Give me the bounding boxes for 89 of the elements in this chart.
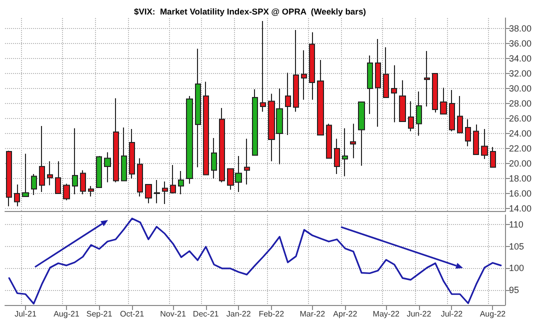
candlestick	[154, 180, 160, 204]
x-tick-label: Aug-21	[54, 310, 80, 318]
candlestick	[195, 48, 201, 168]
candlestick	[22, 153, 29, 197]
x-tick-label: May-22	[372, 310, 400, 318]
candlestick	[55, 160, 61, 194]
candlestick	[399, 80, 406, 122]
y-tick-label: 36.00	[509, 38, 532, 48]
candlestick	[170, 164, 176, 194]
candlestick	[260, 20, 266, 112]
y-tick-label: 14.00	[509, 204, 532, 214]
y-tick-label: 22.00	[509, 144, 532, 154]
candlestick	[342, 128, 348, 177]
y-tick-label: 38.00	[509, 24, 532, 34]
candlestick	[424, 50, 430, 107]
candlestick	[113, 98, 119, 183]
candlestick	[391, 64, 397, 123]
candlestick	[301, 50, 307, 100]
x-tick-label: Feb-22	[258, 310, 285, 318]
x-tick-label: Dec-21	[192, 310, 220, 318]
candlestick	[490, 146, 496, 168]
candlestick	[465, 118, 471, 147]
candlestick	[211, 138, 217, 179]
candlestick	[72, 128, 78, 195]
line-series	[8, 218, 502, 304]
candlestick	[104, 152, 111, 183]
candlestick	[293, 30, 299, 112]
candlestick	[219, 108, 225, 183]
candlestick	[137, 158, 143, 197]
candlestick	[47, 160, 53, 186]
candlestick	[383, 46, 389, 98]
y-tick-label: 26.00	[509, 114, 532, 124]
candlestick	[334, 138, 340, 174]
candlestick	[326, 123, 332, 159]
x-tick-label: Nov-21	[160, 310, 186, 318]
candlestick	[145, 184, 152, 204]
candlestick	[285, 72, 291, 136]
x-tick-label: Jan-22	[226, 310, 252, 318]
candlestick	[457, 96, 463, 134]
candlestick	[14, 184, 20, 207]
candlestick	[186, 96, 193, 184]
x-tick-label: Oct-21	[120, 310, 145, 318]
candlestick	[440, 87, 447, 114]
y-tick-label: 28.00	[509, 98, 532, 108]
y-tick-label: 95	[509, 284, 520, 295]
candlestick	[408, 100, 414, 132]
candlestick	[178, 170, 184, 195]
candlestick	[203, 81, 209, 176]
x-tick-label: Jul-22	[440, 310, 464, 318]
x-tick-label: Jul-21	[14, 310, 37, 318]
y-tick-label: 24.00	[509, 128, 532, 138]
candlestick	[80, 170, 86, 195]
candlestick	[481, 128, 488, 160]
y-tick-label: 110	[509, 220, 524, 230]
candlestick	[375, 38, 381, 128]
candlestick	[432, 73, 438, 113]
candlestick	[252, 88, 258, 156]
y-tick-label: 32.00	[509, 68, 532, 78]
candlestick	[129, 128, 135, 179]
candlestick	[162, 181, 168, 204]
candlestick	[96, 156, 102, 188]
y-tick-label: 18.00	[509, 174, 532, 184]
y-tick-label: 100	[509, 263, 524, 274]
candlestick	[449, 90, 455, 132]
x-tick-label: Jun-22	[406, 310, 432, 318]
candlestick	[88, 186, 94, 197]
candlestick	[6, 150, 12, 207]
candlestick	[121, 127, 127, 182]
candlestick	[309, 32, 315, 100]
y-tick-label: 30.00	[509, 84, 532, 94]
y-tick-label: 20.00	[509, 158, 532, 168]
chart-title: $VIX: Market Volatility Index-SPX @ OPRA (Weekly bars)	[134, 6, 366, 16]
x-tick-label: Mar-22	[300, 310, 326, 318]
candlestick	[317, 60, 324, 136]
candlestick	[63, 183, 70, 201]
candlestick	[367, 55, 373, 114]
y-tick-label: 105	[509, 241, 524, 252]
x-tick-label: Sep-21	[86, 310, 113, 318]
candlestick	[31, 174, 37, 196]
candlestick	[358, 102, 365, 166]
x-tick-label: Apr-22	[333, 310, 358, 318]
y-tick-label: 34.00	[509, 54, 532, 64]
candlestick	[39, 126, 45, 192]
candlestick	[473, 124, 479, 155]
candlestick	[416, 91, 422, 136]
candlestick	[244, 138, 250, 185]
candlestick	[350, 123, 356, 159]
x-tick-label: Aug-22	[480, 310, 506, 318]
y-tick-label: 16.00	[509, 188, 532, 198]
